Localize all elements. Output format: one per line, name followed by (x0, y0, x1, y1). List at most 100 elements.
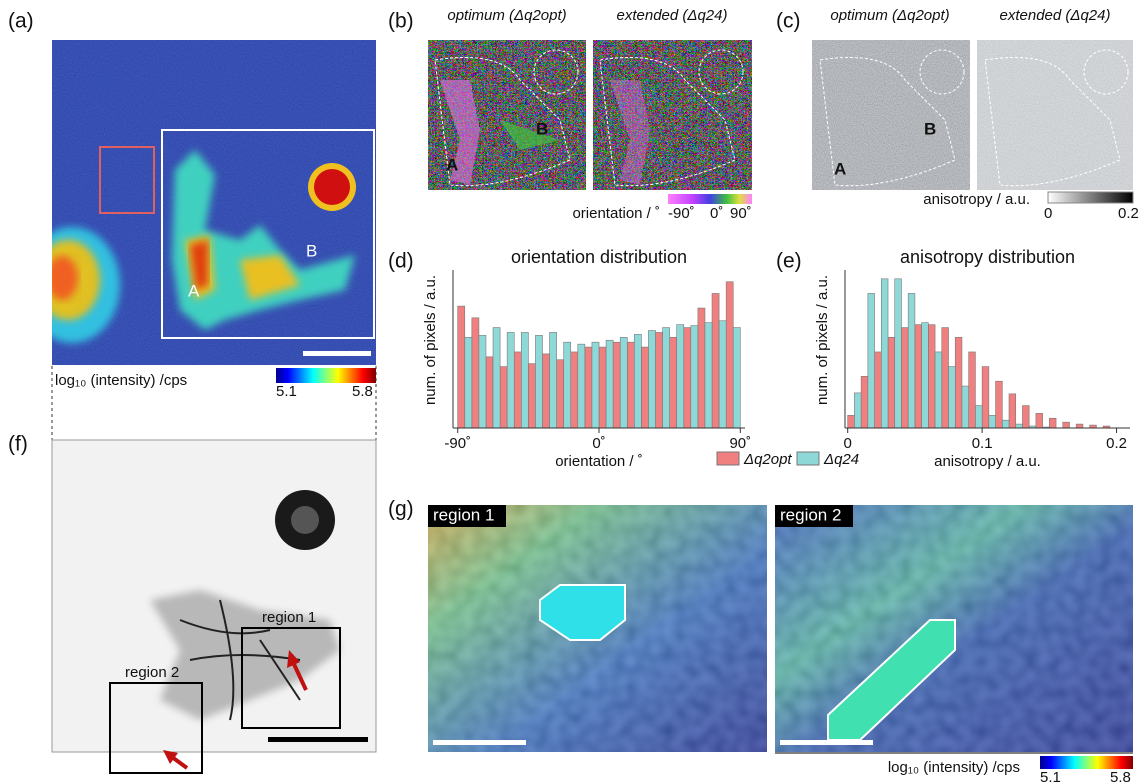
bar (1035, 413, 1043, 429)
bar (478, 335, 487, 429)
image-detail (593, 40, 752, 190)
bar (697, 307, 706, 429)
image-title: optimum (Δq2opt) (447, 7, 566, 24)
bar (1008, 393, 1017, 429)
bar (626, 341, 635, 429)
x-tick-label: 0.2 (1106, 435, 1127, 452)
bar (535, 335, 543, 429)
region-label: region 2 (125, 664, 179, 681)
bar (542, 353, 550, 429)
bar (954, 337, 963, 429)
colorbar-tick: 0.2 (1118, 205, 1139, 222)
bar (732, 327, 741, 429)
bar (690, 325, 699, 429)
panel-label: (d) (388, 250, 414, 273)
bar (704, 322, 713, 429)
image-title: extended (Δq24) (1000, 7, 1111, 24)
bar (506, 332, 515, 429)
bar (907, 293, 916, 429)
colorbar (1040, 756, 1133, 769)
panel-label: (f) (8, 433, 28, 456)
bar (1022, 405, 1030, 429)
colorbar-label: log₁₀ (intensity) /cps (888, 759, 1020, 776)
cell-label: A (834, 159, 846, 178)
bar (854, 392, 862, 429)
bar (921, 322, 929, 429)
panel-label: (a) (8, 10, 34, 33)
image-detail (780, 740, 873, 745)
image-detail (185, 235, 300, 300)
bar (662, 327, 670, 429)
y-axis-label: num. of pixels / a.u. (814, 275, 831, 405)
image-detail (1083, 49, 1129, 95)
bar (711, 293, 720, 429)
colorbar-tick: 0˚ (710, 205, 723, 222)
region-label: region 2 (780, 505, 841, 524)
image-detail (52, 256, 78, 300)
bar (676, 324, 685, 429)
colorbar-tick: 5.1 (1040, 769, 1061, 784)
image-detail (775, 505, 853, 527)
chart-title: anisotropy distribution (900, 247, 1075, 267)
bar (975, 405, 983, 429)
cell-label: B (536, 119, 548, 138)
bar (1075, 423, 1084, 429)
bar (948, 366, 956, 429)
bar (499, 366, 508, 429)
image-detail (291, 506, 319, 534)
bar (887, 337, 896, 429)
bar (556, 359, 564, 429)
x-tick-label: 0 (844, 435, 852, 452)
image-detail (268, 737, 368, 742)
colorbar-tick: 5.1 (276, 383, 297, 400)
image-title: extended (Δq24) (617, 7, 728, 24)
image-detail (287, 650, 300, 668)
bar (981, 366, 990, 429)
image-detail (172, 150, 355, 330)
colorbar (668, 194, 752, 204)
bar (528, 363, 536, 429)
bar (485, 356, 494, 429)
bar (874, 351, 882, 429)
x-axis-label: orientation / ˚ (555, 453, 643, 470)
bar (894, 278, 902, 429)
intensity-image (52, 40, 376, 365)
bar (901, 327, 909, 429)
bar (847, 415, 855, 429)
colorbar-tick: -90˚ (668, 205, 695, 222)
x-axis-label: anisotropy / a.u. (934, 453, 1041, 470)
colorbar-tick: 0 (1044, 205, 1052, 222)
legend-swatch (796, 451, 820, 466)
cell-image (51, 439, 377, 774)
bar (612, 341, 621, 429)
colorbar (1047, 191, 1134, 204)
image-detail (610, 80, 650, 185)
panel-label: (b) (388, 10, 414, 33)
image-detail (163, 750, 178, 764)
image-detail (919, 49, 965, 95)
image-detail (109, 682, 203, 774)
bar (1001, 419, 1010, 429)
panel-label: (c) (776, 10, 801, 33)
image-detail (539, 584, 626, 641)
bar (655, 332, 663, 429)
bar (718, 320, 727, 429)
panel-label: (e) (776, 250, 802, 273)
bar (549, 332, 557, 429)
colorbar-label: orientation / ˚ (572, 205, 660, 222)
x-tick-label: 90˚ (729, 435, 751, 452)
colorbar-tick: 90˚ (730, 205, 752, 222)
bar (605, 339, 614, 429)
bar (968, 351, 976, 429)
orientation-images (428, 40, 752, 190)
region-label: region 1 (262, 609, 316, 626)
colorbar-tick: 5.8 (1110, 769, 1131, 784)
bar (669, 337, 678, 429)
x-tick-label: 0.1 (972, 435, 993, 452)
bar (941, 327, 949, 429)
region-label: region 1 (433, 505, 494, 524)
bar (860, 376, 869, 429)
image-detail (190, 240, 208, 290)
image-detail (170, 755, 189, 770)
image-detail (314, 169, 350, 205)
